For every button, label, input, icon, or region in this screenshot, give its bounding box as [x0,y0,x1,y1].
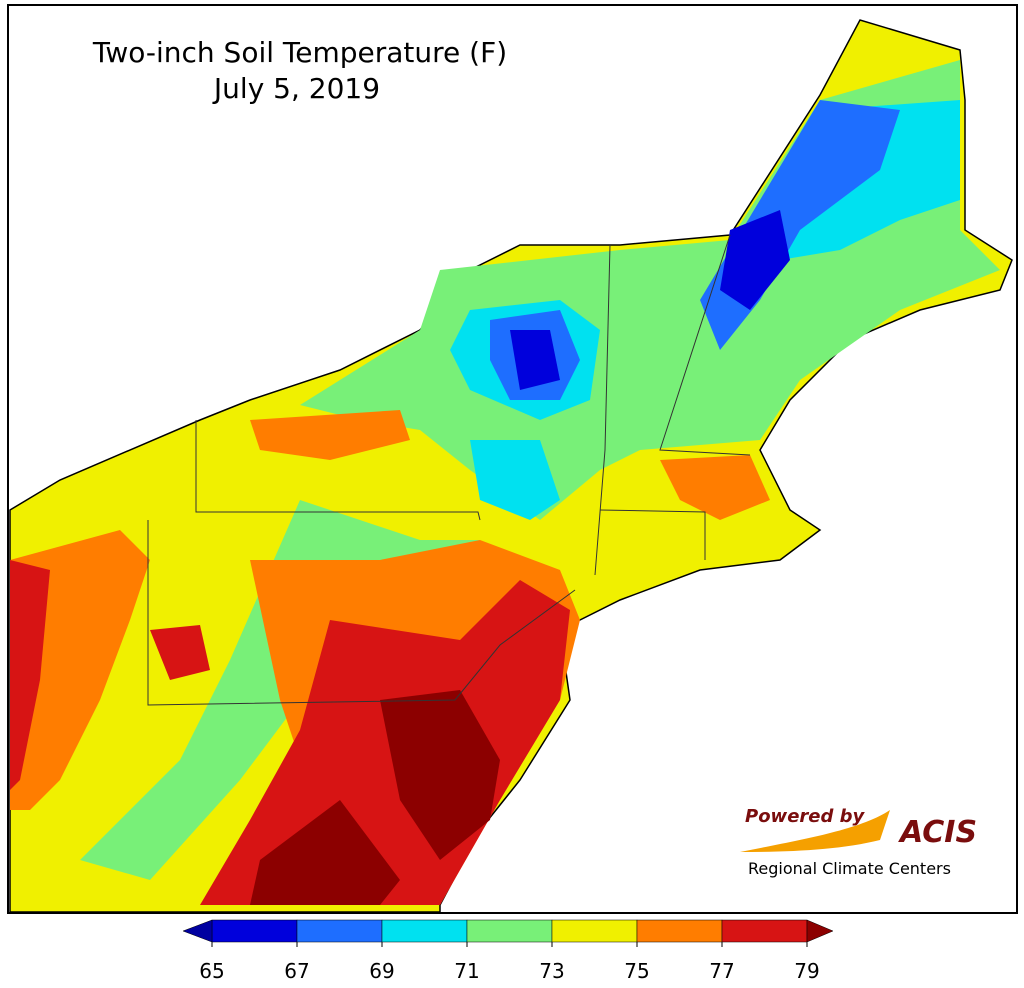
colorbar-tick-label: 65 [199,959,224,983]
zone-orange-3 [250,410,410,460]
zone-darkred-2 [250,800,400,905]
map-title: Two-inch Soil Temperature (F) [92,36,507,69]
map [7,4,1018,914]
colorbar-tick-label: 77 [709,959,734,983]
colorbar-over [806,919,834,943]
map-date: July 5, 2019 [212,72,380,105]
zone-darkblue-2 [510,330,560,390]
logo-subtitle: Regional Climate Centers [748,859,951,878]
colorbar-tick-label: 71 [454,959,479,983]
zone-red [10,560,50,790]
colorbar-tick-label: 73 [539,959,564,983]
logo-powered: Powered by [745,806,866,827]
zone-cyan-3 [470,440,560,520]
colorbar-tick-label: 79 [794,959,819,983]
zone-darkblue [720,210,790,310]
colorbar-segment [296,919,383,943]
colorbar-segment [551,919,638,943]
border-line [594,244,611,576]
border-line [195,420,481,521]
colorbar-tick-label: 75 [624,959,649,983]
colorbar-tick-label: 69 [369,959,394,983]
border-line [147,520,576,706]
logo-swoosh [740,810,890,852]
colorbar-tick-label: 67 [284,959,309,983]
colorbar-segment [466,919,553,943]
zone-orange-4 [660,455,770,520]
border-line [659,234,751,456]
colorbar-segment [211,919,298,943]
colorbar: 65 67 69 71 73 75 77 79 [182,919,834,983]
colorbar-segment [721,919,808,943]
zone-darkred [380,690,500,860]
colorbar-segment [381,919,468,943]
zone-red-3 [150,625,210,680]
logo-name: ACIS [898,815,977,850]
logo: Powered by ACIS Regional Climate Centers [740,806,977,878]
border-line [599,509,706,560]
colorbar-under [182,919,213,943]
colorbar-segment [636,919,723,943]
